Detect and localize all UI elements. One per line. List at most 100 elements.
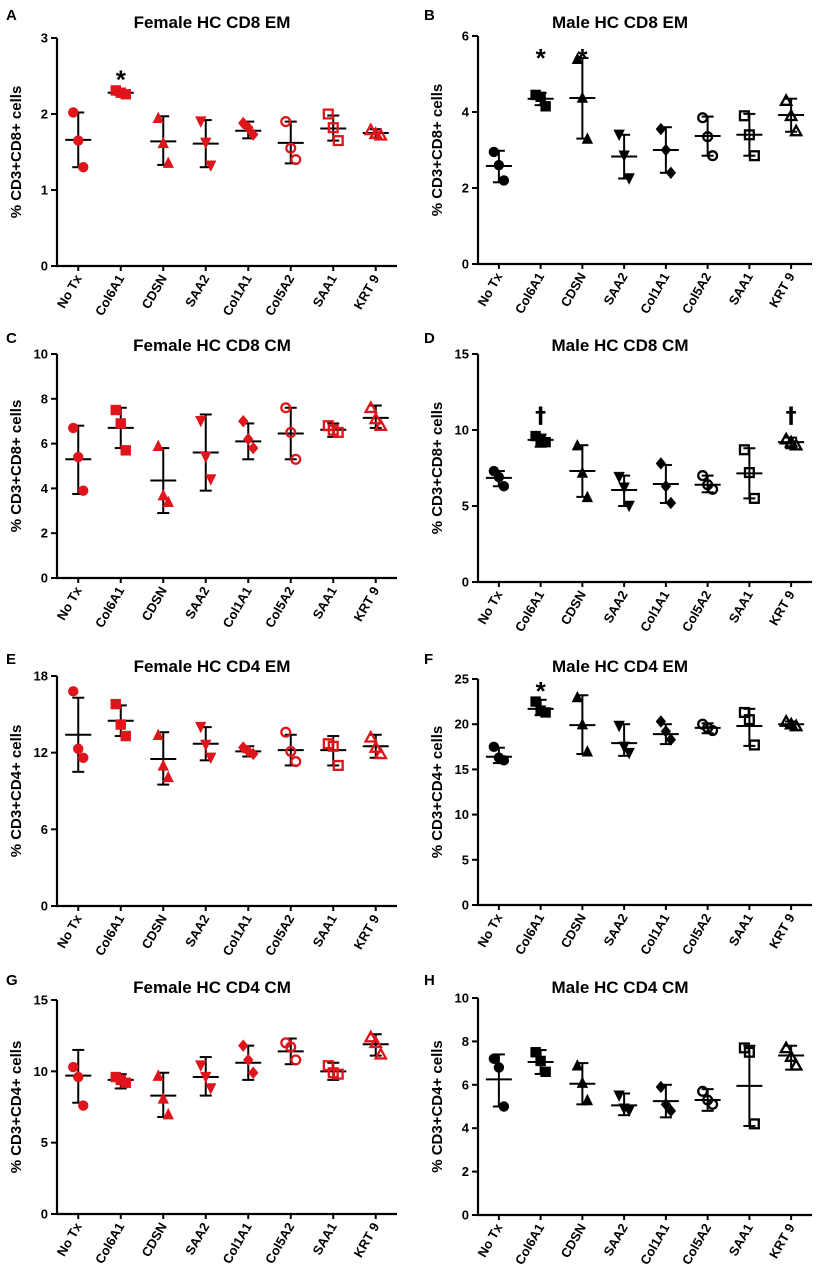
y-tick-label: 5 [462,499,469,514]
x-category-label: CDSN [138,912,169,951]
series-col6a1 [527,430,554,448]
data-point [540,707,551,718]
data-point [788,437,804,451]
data-point [665,733,677,746]
panel-h: H Male HC CD4 CM % CD3+CD4+ cells 0 2 4 6 8 10 No… [424,972,812,1267]
x-category-label: KRT 9 [351,272,383,312]
x-category-label: CDSN [558,270,589,309]
data-point [540,436,551,448]
data-point [576,718,589,730]
series-col1a1 [652,457,679,510]
series-krt-9 [362,729,389,760]
series-cdsn [569,690,596,757]
data-point [78,752,89,763]
y-tick-label: 4 [41,481,49,496]
series-col6a1 [107,404,134,456]
y-tick-label: 6 [462,29,469,44]
data-point [248,1066,259,1079]
y-tick-label: 0 [41,259,48,274]
data-point [280,116,292,128]
y-tick-label: 2 [41,107,48,122]
y-tick-label: 12 [34,745,48,760]
data-point [327,740,339,752]
data-point [205,752,217,764]
panel-a: A Female HC CD8 EM % CD3+CD8+ cells 0 1 2 3 No … [6,7,397,318]
y-tick-label: 5 [41,1135,48,1150]
x-category-label: SAA1 [726,270,756,308]
x-category-label: Col1A1 [637,588,672,634]
panel-title: Female HC CD4 CM [133,978,291,997]
data-point [707,483,719,495]
series-krt-9 [778,431,805,451]
data-point [195,1060,207,1072]
data-point [743,467,755,479]
series-no-tx [65,107,92,173]
data-point [363,1029,378,1043]
data-point [576,1076,589,1088]
series-saa2 [611,1090,638,1118]
data-point [660,725,672,738]
x-category-label: KRT 9 [351,1220,383,1260]
series-cdsn [569,52,596,144]
x-category-label: SAA2 [182,912,212,950]
data-point [788,718,804,732]
data-point [576,91,589,103]
data-point [581,132,594,144]
y-tick-label: 2 [462,1164,469,1179]
x-category-label: CDSN [558,911,589,950]
data-point [488,1053,500,1064]
data-point [571,690,584,703]
series-krt-9 [362,400,389,432]
panel-title: Male HC CD4 CM [552,978,689,997]
data-point [783,108,799,122]
data-point [373,418,388,432]
data-point [157,759,169,771]
series-krt-9 [778,93,805,137]
series-krt-9 [362,122,389,141]
panel-letter: H [424,972,435,989]
x-category-label: Col6A1 [92,584,127,630]
y-axis-label: % CD3+CD4+ cells [8,725,25,858]
data-point [195,116,207,128]
series-saa2 [192,1056,219,1097]
x-category-label: Col6A1 [512,588,547,634]
y-tick-label: 10 [34,347,48,362]
data-point [110,698,121,710]
data-point [498,175,510,186]
series-cdsn [569,1059,596,1106]
data-point [68,686,79,697]
data-point [243,432,254,446]
data-point [581,490,594,503]
y-tick-label: 15 [455,762,469,777]
data-point [748,739,760,751]
data-point [363,400,378,414]
x-category-label: Col1A1 [637,270,672,316]
series-krt-9 [778,1040,805,1071]
y-axis-label: % CD3+CD8+ cells [8,86,25,219]
data-point [195,721,207,734]
data-point [783,1049,799,1062]
data-point [195,416,207,428]
x-category-label: No Tx [474,587,505,626]
series-col1a1 [652,122,679,179]
y-tick-label: 10 [455,423,469,438]
data-point [743,1046,755,1058]
series-saa1 [736,706,763,751]
data-point [332,1068,344,1080]
data-point [200,739,212,752]
data-point [78,162,89,173]
data-point [238,116,249,130]
data-point [243,745,254,758]
series-col6a1 [107,1071,134,1090]
x-category-label: No Tx [54,583,85,622]
x-category-label: KRT 9 [766,270,798,310]
series-no-tx [65,1048,92,1111]
data-point [238,415,249,428]
data-point [322,108,334,120]
y-tick-label: 10 [455,991,469,1006]
y-tick-label: 0 [41,571,48,586]
data-point [571,1059,584,1071]
data-point [618,482,630,494]
data-point [200,451,212,464]
data-point [660,480,672,493]
